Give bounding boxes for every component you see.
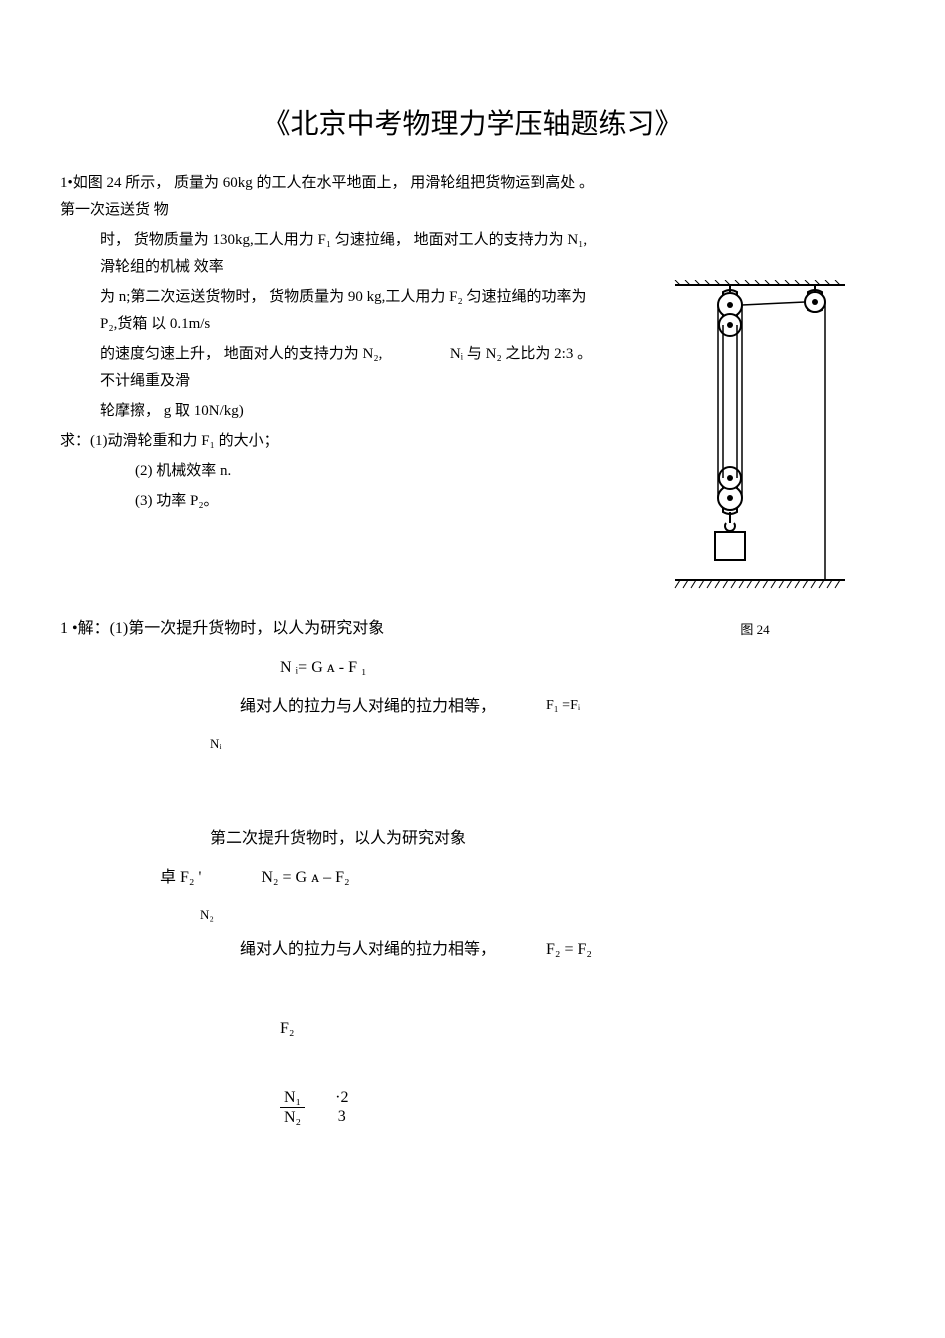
- problem-block: 1•如图 24 所示， 质量为 60kg 的工人在水平地面上， 用滑轮组把货物运…: [60, 170, 885, 515]
- solution-note-1: 绳对人的拉力与人对绳的拉力相等，: [60, 693, 496, 722]
- solution-header-2: 第二次提升货物时，以人为研究对象: [60, 825, 885, 854]
- solution-note-1-right: F₁ =Fᵢ: [496, 693, 580, 722]
- problem-text-4a: 的速度匀速上升， 地面对人的支持力为 N₂,: [100, 346, 382, 362]
- solution-block: 1 •解：(1)第一次提升货物时，以人为研究对象 N ᵢ= G ᴀ - F ₁ …: [60, 615, 885, 1127]
- problem-line-1: 1•如图 24 所示， 质量为 60kg 的工人在水平地面上， 用滑轮组把货物运…: [60, 170, 600, 224]
- solution-eq-1: N ᵢ= G ᴀ - F ₁: [60, 654, 885, 683]
- solution-n1: Nᵢ: [60, 732, 885, 755]
- figure-caption: 图 24: [645, 618, 865, 641]
- fraction-n2: N₂: [280, 1108, 305, 1127]
- solution-eq-2: N₂ = G ᴀ – F₂: [261, 864, 349, 893]
- solution-left-2: 卓 F₂ ': [160, 864, 201, 893]
- fraction-v2: 3: [335, 1107, 348, 1126]
- problem-text-5: 轮摩擦， g 取 10N/kg): [60, 398, 600, 425]
- problem-number: 1•: [60, 175, 73, 191]
- problem-ask-2: (2) 机械效率 n.: [60, 458, 600, 485]
- problem-text-3: 为 n;第二次运送货物时， 货物质量为 90 kg,工人用力 F₂ 匀速拉绳的功…: [60, 284, 600, 338]
- problem-ask-3: (3) 功率 P₂。: [60, 488, 600, 515]
- solution-f2: F₂: [60, 1015, 885, 1044]
- problem-text-4: 的速度匀速上升， 地面对人的支持力为 N₂, Nᵢ 与 N₂ 之比为 2:3 。…: [60, 341, 600, 395]
- figure-box: 图 24: [645, 280, 865, 641]
- pulley-diagram: [645, 280, 855, 600]
- problem-text-1: 如图 24 所示， 质量为 60kg 的工人在水平地面上， 用滑轮组把货物运到高…: [60, 175, 594, 218]
- solution-n2: N₂: [60, 903, 885, 926]
- fraction-n1: N₁: [280, 1088, 305, 1108]
- page-title: 《北京中考物理力学压轴题练习》: [60, 100, 885, 150]
- problem-ask-1: 求：(1)动滑轮重和力 F₁ 的大小；: [60, 428, 600, 455]
- solution-note-2-right: F₂ = F₂: [496, 936, 592, 965]
- fraction-v1: ·2: [335, 1088, 348, 1107]
- solution-note-2: 绳对人的拉力与人对绳的拉力相等，: [60, 936, 496, 965]
- problem-text-2: 时， 货物质量为 130kg,工人用力 F₁ 匀速拉绳， 地面对工人的支持力为 …: [60, 227, 600, 281]
